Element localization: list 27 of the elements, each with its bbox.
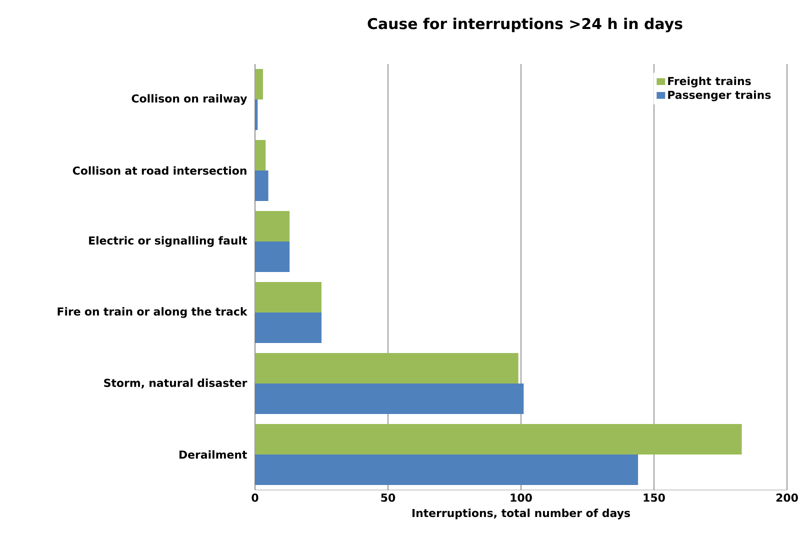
bar — [255, 241, 290, 272]
chart-title: Cause for interruptions >24 h in days — [368, 18, 682, 32]
bar — [255, 140, 266, 170]
x-tick-label: 0 — [252, 494, 258, 502]
y-tick-label: Electric or signalling fault — [89, 236, 247, 247]
x-tick-label: 200 — [776, 494, 798, 502]
bar — [255, 170, 268, 202]
x-tick-label: 150 — [644, 494, 665, 502]
y-tick-label: Fire on train or along the track — [58, 307, 248, 318]
y-tick-label: Collison at road intersection — [72, 166, 246, 175]
y-tick-label: Storm, natural disaster — [104, 378, 248, 388]
bar — [255, 99, 258, 130]
bar — [255, 383, 524, 414]
y-tick-label: Collison on railway — [132, 94, 248, 105]
bar — [255, 454, 638, 486]
legend-label: Freight trains — [668, 76, 751, 88]
x-tick-label: 100 — [510, 494, 532, 502]
bar — [255, 68, 263, 100]
y-tick-label: Derailment — [179, 450, 247, 459]
x-axis-title: Interruptions, total number of days — [412, 508, 630, 520]
bar — [255, 424, 742, 454]
bar — [255, 210, 290, 242]
bar — [255, 312, 322, 344]
legend-label: Passenger trains — [668, 90, 771, 102]
x-tick-label: 50 — [381, 494, 396, 502]
bar — [255, 352, 518, 384]
bar — [255, 282, 322, 312]
